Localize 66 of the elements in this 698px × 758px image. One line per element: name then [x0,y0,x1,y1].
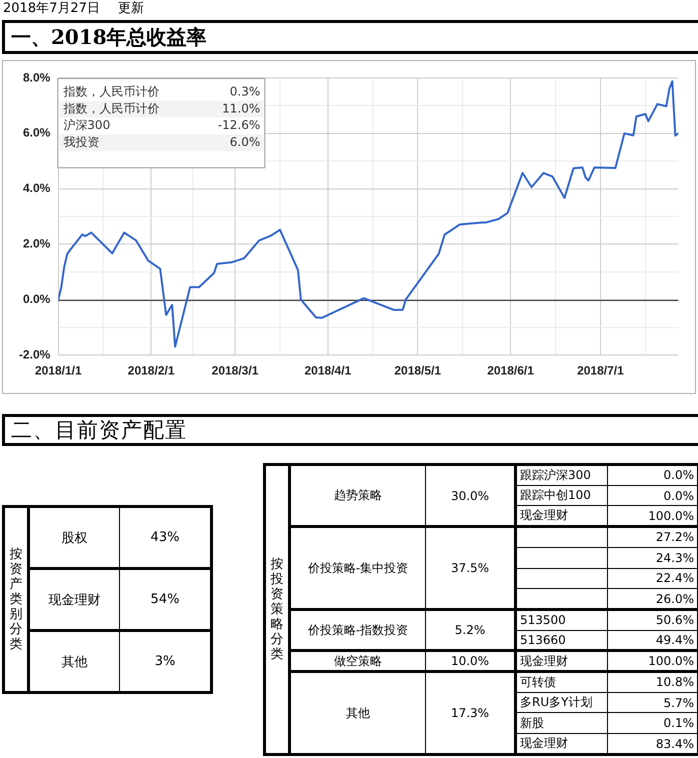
text: 30.0% [450,488,490,503]
text: 现金理财 [520,508,568,522]
text: 按投资策略分类 [270,557,284,662]
annotation: 指数，人民币计价 [62,101,160,116]
annotation: 0.3% [230,84,260,99]
text: 24.3% [656,550,694,565]
y-tick-label: 6.0% [22,126,51,140]
text: 跟踪中创100 [520,488,591,502]
text: 26.0% [656,592,694,606]
text: 513500 [520,613,566,628]
text: 趋势策略 [334,488,382,502]
text: 现金理财 [520,736,568,750]
text: 价投策略-指数投资 [308,622,408,637]
text: 5.7% [664,696,694,710]
text: 新股 [520,716,544,730]
x-tick-label: 2018/6/1 [487,364,534,378]
text: 做空策略 [334,654,382,668]
text: 22.4% [656,571,694,586]
text: 83.4% [656,736,694,751]
text: 27.2% [656,530,694,544]
text: 跟踪沪深300 [520,468,591,482]
y-tick-label: -2.0% [18,347,51,362]
text: 现金理财 [520,654,568,668]
text: 10.0% [450,654,490,668]
text: 按资产类别分类 [10,547,22,652]
y-tick-label: 4.0% [22,181,51,196]
text: 100.0% [648,508,694,523]
x-tick-label: 2018/7/1 [577,364,624,378]
chart-subtitle: 2018年7月27日 更新 [3,1,144,17]
annotation: 沪深300 [63,118,110,132]
text: 0.0% [664,488,694,503]
text: 多RU多Y计划 [520,695,592,710]
chart-title: 一、2018年总收益率 [11,25,207,49]
y-tick-label: 2.0% [22,236,51,251]
annotation: 我投资 [63,134,100,149]
annotation: 指数，人民币计价 [62,84,160,99]
text: 股权 [62,530,88,546]
annotation: 11.0% [222,101,260,116]
x-tick-label: 2018/1/1 [34,364,82,378]
text: 50.6% [656,613,694,628]
text: 其他 [62,654,88,670]
text: 513660 [520,632,566,647]
y-tick-label: 0.0% [22,292,51,306]
y-tick-label: 8.0% [22,70,51,84]
x-tick-label: 2018/3/1 [212,364,259,378]
text: 17.3% [450,706,490,720]
x-tick-label: 2018/4/1 [304,364,352,378]
text: 3% [154,654,176,669]
text: 37.5% [450,561,490,576]
text: 49.4% [656,632,694,647]
text: 0.0% [664,468,694,482]
text: 5.2% [454,623,486,638]
text: 价投策略-集中投资 [308,560,408,575]
x-tick-label: 2018/2/1 [128,364,175,378]
x-tick-label: 2018/5/1 [394,364,442,378]
text: 可转债 [520,674,556,689]
text: 10.8% [656,675,694,690]
text: 100.0% [648,654,694,668]
text: 其他 [346,706,370,720]
text: 54% [150,592,180,607]
annotation: 6.0% [230,134,260,149]
text: 现金理财 [48,592,100,608]
text: 二、目前资产配置 [11,418,187,442]
text: 43% [150,530,180,545]
text: 0.1% [664,716,694,730]
annotation: -12.6% [218,118,260,132]
